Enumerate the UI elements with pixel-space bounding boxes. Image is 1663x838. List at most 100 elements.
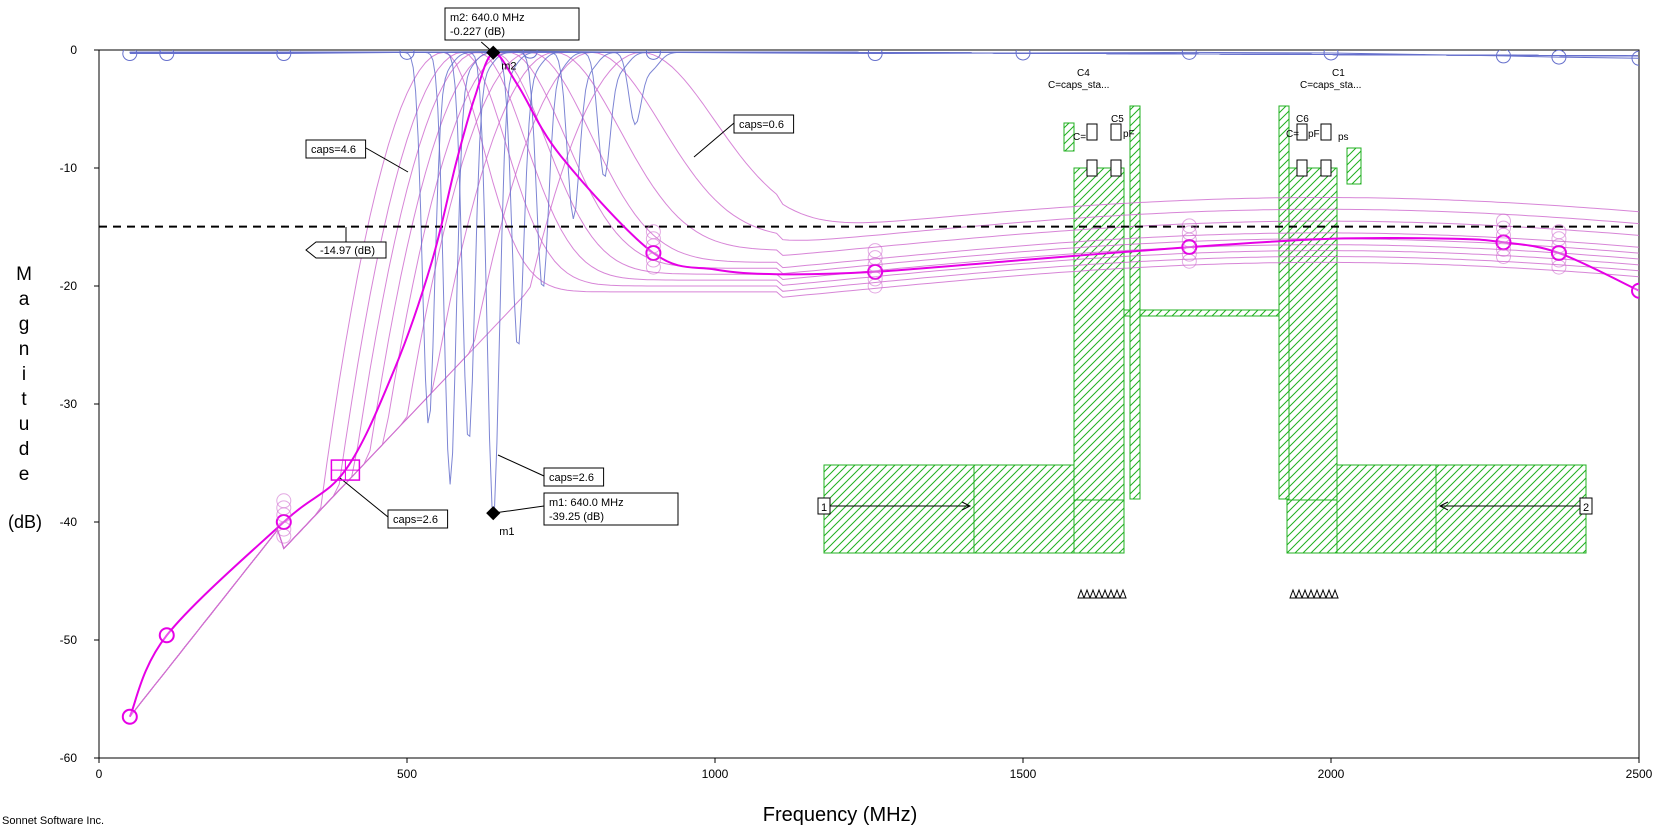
marker-m1-label: m1 [499, 526, 514, 538]
s21-family-point [1551, 224, 1567, 240]
y-axis-label-letter: t [21, 389, 27, 410]
y-tick-label: -10 [60, 161, 78, 175]
layout-feedline-right [1435, 464, 1587, 554]
s11-baseline-curve [129, 50, 1639, 59]
component-label: ps [1338, 132, 1349, 143]
ground-triangle [1119, 588, 1127, 599]
capacitor-box [1110, 159, 1122, 177]
ground-triangle [1289, 588, 1297, 599]
ground-triangle [1301, 588, 1309, 599]
caps-annotation-leader [497, 454, 545, 477]
plot-curves [99, 50, 1639, 725]
marker-m2-leader [480, 41, 494, 54]
y-tick-label: -30 [60, 397, 78, 411]
component-label: C4 [1077, 68, 1090, 79]
marker-m2-callout-box [444, 7, 580, 41]
s21-highlight-point [121, 708, 138, 725]
y-tick-label: -40 [60, 515, 78, 529]
layout-coupling-bridge [1123, 309, 1288, 317]
y-axis-label-letter: u [18, 414, 30, 435]
component-label: C6 [1296, 114, 1309, 125]
y-axis-label-letter: n [18, 339, 30, 360]
capacitor-box [1110, 123, 1122, 141]
layout-resonator-left [1073, 167, 1125, 554]
s21-family-point [867, 243, 883, 259]
s11-family-curve [129, 51, 1638, 485]
ground-triangle [1107, 588, 1115, 599]
s21-highlight-point [1631, 282, 1639, 299]
s21-family-point [1495, 220, 1511, 236]
x-tick-label: 0 [96, 767, 103, 781]
capacitor-box [1320, 123, 1332, 141]
capacitor-box [1086, 159, 1098, 177]
ground-triangle [1307, 588, 1315, 599]
y-axis-label-letter: M [16, 264, 32, 285]
ground-triangle [1095, 588, 1103, 599]
y-tick-label: 0 [70, 43, 77, 57]
s21-family-point [1495, 249, 1511, 264]
s21-highlight-point [158, 627, 175, 644]
s21-highlight-curve [128, 52, 1639, 718]
x-axis-label: Frequency (MHz) [762, 804, 918, 826]
plot-annotations: m2 m2: 640.0 MHz -0.227 (dB) m1 m1: 640.0 M… [305, 7, 795, 538]
component-label: C= [1286, 129, 1299, 140]
marker-m1-callout-box [543, 492, 679, 526]
s21-family-curve [129, 51, 1639, 718]
s11-point [645, 50, 661, 60]
s11-point [1323, 50, 1339, 61]
component-label: pF [1308, 129, 1320, 140]
s21-family-point [1551, 231, 1567, 247]
s21-family-point [1495, 213, 1511, 229]
axis-ticks: 0 500 1000 1500 2000 2500 0 -10 -20 -30 -40 -50 -60 [60, 43, 1653, 781]
layout-feedline-left [823, 464, 975, 554]
capacitor-box [1320, 159, 1332, 177]
s11-point [1551, 50, 1567, 65]
marker-m1-callout-text: m1: 640.0 MHz [549, 497, 624, 509]
ground-triangle [1101, 588, 1109, 599]
s11-family-curve [129, 51, 1638, 126]
capacitor-box [1296, 123, 1308, 141]
layout-pad [1346, 147, 1362, 185]
s21-family-point [276, 493, 292, 509]
s21-family-curve [129, 51, 1639, 718]
capacitor-box [1086, 123, 1098, 141]
y-axis-label-letter: i [21, 364, 27, 385]
layout-stub-left [1129, 105, 1141, 500]
caps-annotation-text: caps=2.6 [393, 514, 438, 526]
ground-triangle [1331, 588, 1339, 599]
s11-point [159, 50, 175, 62]
component-label: C1 [1332, 68, 1345, 79]
s21-family-curve [129, 52, 1639, 718]
caps-annotation-box [387, 509, 449, 529]
caps-annotation-box [543, 467, 605, 487]
layout-pad [1063, 122, 1075, 152]
ground-triangle [1325, 588, 1333, 599]
caps-annotation-text: caps=2.6 [549, 472, 594, 484]
y-axis-label-letter: a [18, 289, 30, 310]
component-label: C=caps_sta... [1048, 80, 1109, 91]
s11-point [122, 50, 138, 62]
marker-m1-callout-text: -39.25 (dB) [549, 511, 604, 523]
y-axis-label-letter: g [18, 314, 30, 335]
s21-family-point [276, 500, 292, 516]
x-tick-label: 1000 [702, 767, 729, 781]
s21-family-point [645, 231, 661, 247]
component-label: C= [1073, 132, 1086, 143]
port-arrow [1438, 501, 1580, 511]
reference-line-label: -14.97 (dB) [320, 245, 375, 257]
credit-text: Sonnet Software Inc. [2, 815, 105, 827]
s21-family-curve [129, 51, 1639, 718]
port-arrow [830, 501, 972, 511]
y-tick-label: -20 [60, 279, 78, 293]
marker-m2-label: m2 [501, 61, 516, 73]
component-label: C5 [1111, 114, 1124, 125]
s21-family-point [867, 278, 883, 294]
s11-point [1015, 50, 1031, 61]
capacitor-box [1296, 159, 1308, 177]
component-label: C=caps_sta... [1300, 80, 1361, 91]
caps-annotation-box [305, 139, 367, 159]
ground-triangle [1083, 588, 1091, 599]
x-tick-label: 1500 [1010, 767, 1037, 781]
